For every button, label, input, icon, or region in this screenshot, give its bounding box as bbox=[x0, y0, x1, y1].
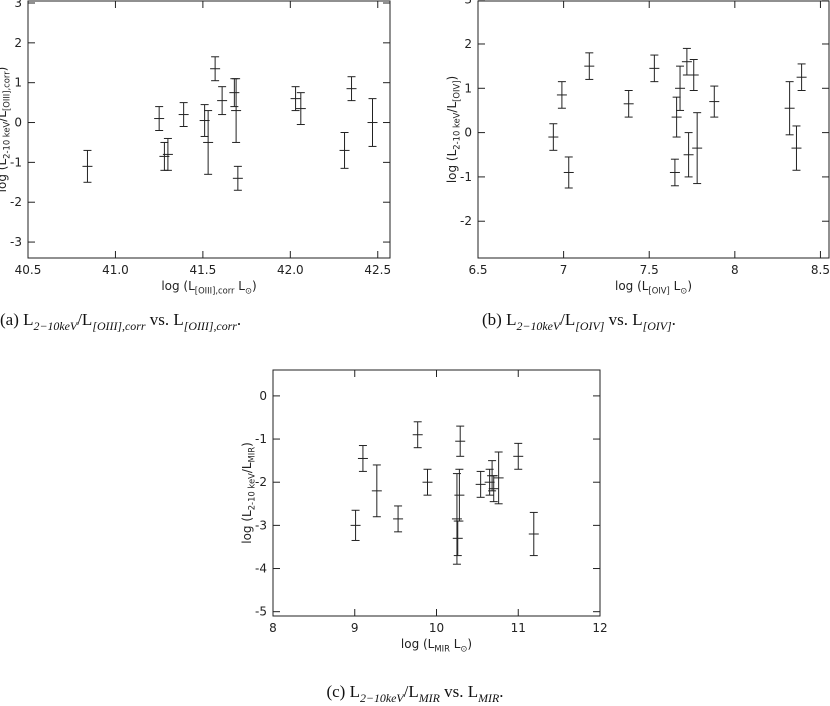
x-axis-label: log (LMIR L⊙) bbox=[401, 637, 472, 654]
y-tick-label: 0 bbox=[14, 116, 22, 130]
y-tick-label: 0 bbox=[259, 389, 267, 403]
subscript: 2−10keV bbox=[516, 319, 561, 333]
y-tick-label: 3 bbox=[14, 0, 22, 10]
label-part: vs. L bbox=[145, 310, 183, 329]
caption: (b) L2−10keV/L[OIV] vs. L[OIV]. bbox=[482, 310, 676, 333]
label-part: log (L bbox=[445, 149, 459, 183]
label-part: L bbox=[670, 279, 681, 293]
label-part: vs. L bbox=[440, 682, 478, 701]
subscript: ⊙ bbox=[680, 286, 687, 296]
label-part: ) bbox=[445, 76, 459, 81]
y-tick-label: 1 bbox=[464, 81, 472, 95]
subscript: MIR bbox=[434, 644, 450, 654]
subscript: [OIV] bbox=[452, 81, 462, 102]
y-tick-label: -1 bbox=[460, 170, 472, 184]
label-part: /L bbox=[77, 310, 92, 329]
x-tick-label: 12 bbox=[592, 621, 607, 635]
y-tick-label: -3 bbox=[10, 235, 22, 249]
label-part: log (L bbox=[615, 279, 649, 293]
subscript: ⊙ bbox=[245, 286, 252, 296]
caption: (c) L2−10keV/LMIR vs. LMIR. bbox=[326, 682, 503, 705]
plot-frame bbox=[477, 0, 830, 259]
subscript: 2-10 keV bbox=[452, 112, 462, 149]
label-part: log (L bbox=[161, 279, 195, 293]
y-axis-label: log (L2-10 keV/L[OIV]) bbox=[445, 76, 462, 183]
y-tick-label: -5 bbox=[255, 605, 267, 619]
x-tick-label: 8.5 bbox=[811, 263, 830, 277]
y-tick-label: 0 bbox=[464, 126, 472, 140]
x-tick-label: 41.0 bbox=[102, 263, 129, 277]
label-part: L bbox=[234, 279, 245, 293]
x-tick-label: 10 bbox=[429, 621, 444, 635]
label-part: (c) L bbox=[326, 682, 360, 701]
label-part: . bbox=[499, 682, 503, 701]
x-tick-label: 40.5 bbox=[15, 263, 42, 277]
label-part: . bbox=[237, 310, 241, 329]
label-part: (b) L bbox=[482, 310, 516, 329]
subscript: [OIII],corr bbox=[2, 71, 12, 111]
label-part: /L bbox=[404, 682, 419, 701]
x-tick-label: 6.5 bbox=[468, 263, 487, 277]
x-tick-label: 42.5 bbox=[364, 263, 391, 277]
y-axis-label: log (L2-10 keV/LMIR) bbox=[240, 442, 257, 544]
subscript: MIR bbox=[418, 691, 441, 705]
subscript: 2-10 keV bbox=[2, 121, 12, 158]
y-tick-label: -2 bbox=[10, 195, 22, 209]
label-part: log (L bbox=[240, 510, 254, 544]
subscript: [OIII],corr bbox=[195, 286, 235, 296]
y-tick-label: -4 bbox=[255, 562, 267, 576]
label-part: . bbox=[672, 310, 676, 329]
x-tick-label: 42.0 bbox=[277, 263, 304, 277]
y-axis-label: log (L2-10 keV/L[OIII],corr) bbox=[0, 67, 12, 193]
plot-frame bbox=[272, 369, 601, 617]
label-part: /L bbox=[560, 310, 575, 329]
label-part: /L bbox=[445, 102, 459, 113]
label-part: log (L bbox=[401, 637, 435, 651]
subscript: [OIV] bbox=[643, 319, 672, 333]
x-tick-label: 7 bbox=[560, 263, 568, 277]
y-tick-label: -2 bbox=[255, 475, 267, 489]
x-tick-label: 11 bbox=[511, 621, 526, 635]
y-tick-label: 2 bbox=[14, 36, 22, 50]
subscript: 2−10keV bbox=[360, 691, 405, 705]
y-tick-label: -2 bbox=[460, 214, 472, 228]
x-tick-label: 9 bbox=[351, 621, 359, 635]
label-part: L bbox=[450, 637, 461, 651]
y-tick-label: -1 bbox=[255, 432, 267, 446]
y-tick-label: 1 bbox=[14, 76, 22, 90]
x-tick-label: 8 bbox=[731, 263, 739, 277]
subscript: 2-10 keV bbox=[247, 473, 257, 510]
subscript: MIR bbox=[247, 447, 257, 463]
x-tick-label: 8 bbox=[269, 621, 277, 635]
subscript: ⊙ bbox=[460, 644, 467, 654]
label-part: ) bbox=[687, 279, 692, 293]
y-tick-label: 2 bbox=[464, 37, 472, 51]
subscript: [OIII],corr bbox=[92, 319, 146, 333]
plot-frame bbox=[27, 0, 391, 259]
label-part: ) bbox=[240, 442, 254, 447]
subscript: MIR bbox=[477, 691, 500, 705]
label-part: ) bbox=[467, 637, 472, 651]
y-tick-label: -3 bbox=[255, 518, 267, 532]
label-part: ) bbox=[252, 279, 257, 293]
label-part: vs. L bbox=[604, 310, 642, 329]
label-part: /L bbox=[240, 462, 254, 473]
y-tick-label: 3 bbox=[464, 0, 472, 7]
label-part: log (L bbox=[0, 159, 9, 193]
x-tick-label: 7.5 bbox=[640, 263, 659, 277]
x-tick-label: 41.5 bbox=[190, 263, 217, 277]
label-part: (a) L bbox=[0, 310, 34, 329]
subscript: 2−10keV bbox=[34, 319, 79, 333]
x-axis-label: log (L[OIV] L⊙) bbox=[615, 279, 692, 296]
y-tick-label: -1 bbox=[10, 155, 22, 169]
caption: (a) L2−10keV/L[OIII],corr vs. L[OIII],co… bbox=[0, 310, 241, 333]
label-part: ) bbox=[0, 67, 9, 72]
x-axis-label: log (L[OIII],corr L⊙) bbox=[161, 279, 256, 296]
subscript: [OIV] bbox=[575, 319, 604, 333]
subscript: [OIV] bbox=[648, 286, 669, 296]
label-part: /L bbox=[0, 111, 9, 122]
subscript: [OIII],corr bbox=[184, 319, 238, 333]
